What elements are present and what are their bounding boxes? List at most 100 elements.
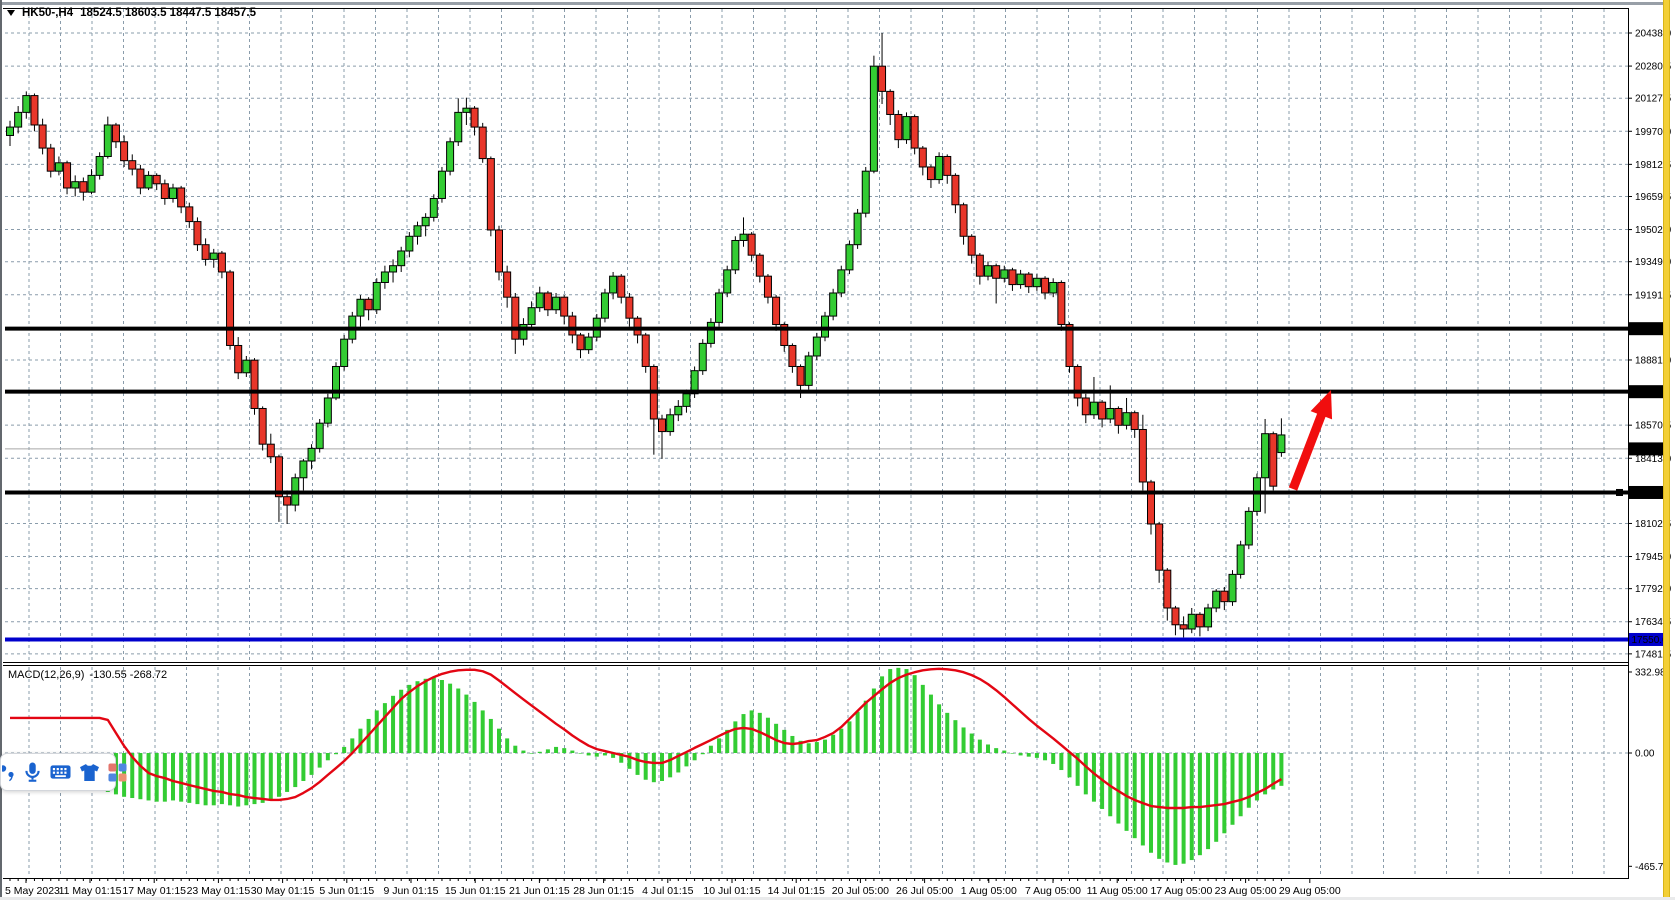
macd-bar xyxy=(782,729,787,753)
candle-body xyxy=(144,174,153,189)
candle-body xyxy=(340,338,349,367)
macd-bar xyxy=(945,712,950,753)
macd-bar xyxy=(831,734,836,753)
symbol-period-label: HK50-,H4 xyxy=(22,7,74,19)
candle-body xyxy=(935,155,944,181)
macd-bar xyxy=(920,684,925,753)
macd-name-label: MACD(12,26,9) xyxy=(8,669,85,681)
candle-body xyxy=(217,252,226,273)
candle-body xyxy=(1000,269,1009,279)
keyboard-icon[interactable] xyxy=(50,764,71,780)
macd-bar xyxy=(700,753,705,755)
candle-body xyxy=(1228,573,1237,603)
candle-body xyxy=(462,107,471,113)
microphone-icon[interactable] xyxy=(23,761,42,783)
macd-bar xyxy=(741,714,746,753)
candle-body xyxy=(1106,407,1115,420)
partial-badge-icon[interactable] xyxy=(2,761,15,783)
macd-bar xyxy=(513,745,518,753)
ime-toolbar[interactable] xyxy=(0,753,127,791)
current-price-label-bg xyxy=(1629,442,1667,456)
candle-body xyxy=(1179,624,1188,630)
macd-bar xyxy=(317,753,322,768)
candle-body xyxy=(600,292,609,319)
candle-body xyxy=(38,124,47,149)
candle-body xyxy=(503,271,512,298)
candle-body xyxy=(1195,613,1204,628)
macd-bar xyxy=(1034,753,1039,758)
time-tick-label: 26 Jul 05:00 xyxy=(896,885,953,897)
ohlc-values-label: 18524.5 18603.5 18447.5 18457.5 xyxy=(80,7,257,19)
time-tick-label: 10 Jul 01:15 xyxy=(703,885,760,897)
candle-body xyxy=(30,95,39,126)
macd-bar xyxy=(521,750,526,753)
candle-body xyxy=(519,323,528,340)
candle-body xyxy=(209,252,218,260)
trend-arrow-shaft[interactable] xyxy=(1288,409,1327,491)
right-edge-highlight-strip xyxy=(1663,0,1670,897)
macd-bar xyxy=(977,739,982,753)
candle-body xyxy=(63,162,72,189)
macd-bar xyxy=(733,721,738,753)
candle-body xyxy=(894,113,903,141)
price-tick-label: 18102.5 xyxy=(1635,519,1672,530)
candle-body xyxy=(1138,428,1147,483)
price-tick-label: 20280.5 xyxy=(1635,62,1672,73)
price-axis[interactable]: 20438.0 20280.5 20127.5 19970.0 19812.5 19659… xyxy=(1628,29,1672,873)
candle-body xyxy=(568,315,577,336)
macd-bar xyxy=(431,677,436,753)
macd-bar xyxy=(1149,753,1153,853)
macd-bar xyxy=(611,753,616,758)
candle-body xyxy=(486,158,495,231)
macd-bar xyxy=(1238,753,1243,817)
candle-body xyxy=(169,187,177,199)
macd-bar xyxy=(774,723,779,753)
macd-bar xyxy=(382,703,387,753)
macd-bar xyxy=(1140,753,1145,846)
level-lines[interactable] xyxy=(5,326,1628,642)
macd-bar xyxy=(806,743,811,753)
candle-body xyxy=(1204,607,1213,628)
candle-body xyxy=(576,334,585,351)
macd-bar xyxy=(1010,753,1015,754)
time-tick-label: 5 May 2023 xyxy=(5,885,60,897)
candle-body xyxy=(869,65,878,172)
tshirt-icon[interactable] xyxy=(79,763,100,782)
macd-bar xyxy=(374,710,379,753)
price-tick-label: 17792.0 xyxy=(1635,584,1672,595)
candle-body xyxy=(266,443,275,458)
macd-bar xyxy=(1206,753,1211,850)
macd-bar xyxy=(635,753,640,775)
symbol-dropdown-icon[interactable] xyxy=(7,10,15,16)
candle-body xyxy=(584,336,593,351)
macd-bar xyxy=(439,680,444,753)
time-tick-label: 20 Jul 05:00 xyxy=(832,885,889,897)
candles-layer xyxy=(6,33,1286,638)
price-tick-label: 19349.0 xyxy=(1635,257,1672,268)
candle-body xyxy=(397,250,406,267)
macd-signal-line xyxy=(10,667,1283,810)
macd-axis-label: 332.98 xyxy=(1635,667,1666,678)
candle-body xyxy=(821,315,829,338)
candle-body xyxy=(1147,481,1155,525)
time-tick-label: 23 May 01:15 xyxy=(187,885,251,897)
candle-body xyxy=(193,221,202,246)
macd-bar xyxy=(1116,753,1121,824)
macd-indicator-label: MACD(12,26,9) -130.55 -268.72 xyxy=(8,669,172,681)
macd-bar xyxy=(1018,753,1023,756)
macd-bar xyxy=(138,753,143,800)
macd-bar xyxy=(1067,753,1072,778)
candle-body xyxy=(478,126,487,160)
macd-bar xyxy=(529,753,534,754)
macd-bar xyxy=(203,753,208,806)
trend-arrow-head[interactable] xyxy=(1310,390,1333,420)
macd-bar xyxy=(570,750,575,753)
candle-body xyxy=(185,206,194,223)
price-tick-label: 19191.5 xyxy=(1635,290,1672,301)
time-tick-label: 23 Aug 05:00 xyxy=(1215,885,1277,897)
app-grid-icon[interactable] xyxy=(108,762,127,782)
candle-body xyxy=(715,292,724,323)
level-line-handle[interactable] xyxy=(1616,488,1623,496)
